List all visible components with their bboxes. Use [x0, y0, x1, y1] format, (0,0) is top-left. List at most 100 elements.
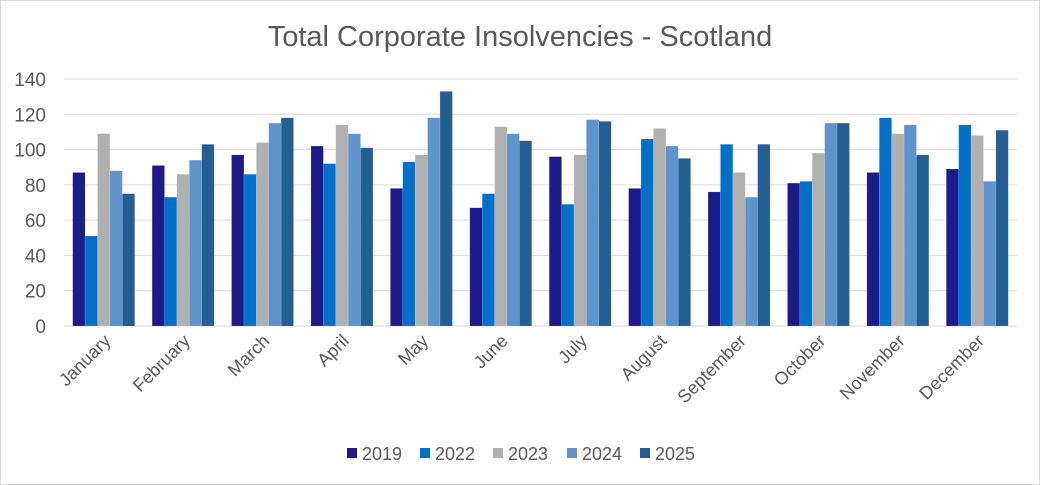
- bar-2025-september: [757, 144, 771, 327]
- bar-2022-september: [720, 144, 734, 327]
- bar-2025-october: [836, 122, 850, 327]
- bar-2022-january: [84, 235, 98, 327]
- y-tick-label: 80: [25, 176, 46, 197]
- x-tick-label: April: [313, 331, 353, 371]
- bar-2023-september: [732, 172, 746, 327]
- y-tick-label: 0: [35, 317, 46, 338]
- y-tick-label: 20: [25, 282, 46, 303]
- bar-2023-january: [97, 133, 111, 327]
- bar-2023-july: [573, 154, 587, 327]
- legend-swatch: [420, 448, 430, 458]
- x-tick-label: July: [554, 331, 591, 368]
- bar-2025-june: [519, 140, 533, 327]
- bar-2023-october: [812, 152, 825, 327]
- bar-2023-november: [891, 133, 905, 327]
- bar-2025-november: [916, 154, 930, 327]
- bar-2022-october: [799, 181, 813, 327]
- x-tick-label: August: [617, 331, 671, 385]
- bar-2019-january: [72, 172, 86, 327]
- bar-2025-april: [360, 147, 374, 327]
- bar-2022-august: [640, 138, 654, 327]
- bar-2024-august: [665, 145, 679, 327]
- bar-2019-may: [390, 188, 404, 327]
- y-axis-ticks: 0 20 40 60 80 100 120 140: [14, 70, 46, 338]
- legend-swatch: [640, 448, 650, 458]
- bar-2019-february: [151, 165, 165, 327]
- y-tick-label: 100: [14, 141, 46, 162]
- x-tick-label: December: [915, 331, 988, 404]
- bar-2019-july: [548, 156, 562, 327]
- bar-2019-june: [469, 207, 483, 327]
- legend-label: 2023: [508, 444, 548, 464]
- x-tick-label: February: [129, 331, 194, 396]
- legend: 2019 2022 2023 2024 2025: [347, 444, 695, 464]
- gridlines: [64, 78, 1017, 327]
- bar-2022-july: [561, 204, 575, 327]
- legend-label: 2022: [435, 444, 475, 464]
- x-tick-label: June: [470, 331, 512, 373]
- bar-2023-august: [653, 128, 667, 327]
- bar-2024-february: [189, 159, 202, 327]
- bar-2019-march: [231, 154, 245, 327]
- bar-2024-october: [824, 122, 838, 327]
- bar-2022-december: [958, 124, 972, 327]
- legend-item-2019: 2019: [347, 444, 402, 464]
- bar-2024-june: [506, 133, 520, 327]
- x-tick-label: March: [224, 331, 274, 381]
- legend-label: 2025: [655, 444, 695, 464]
- bar-2019-september: [707, 191, 721, 327]
- bar-2024-november: [903, 124, 917, 327]
- legend-label: 2019: [362, 444, 402, 464]
- y-tick-label: 60: [25, 211, 46, 232]
- bar-2019-april: [310, 145, 324, 327]
- bar-2023-february: [176, 174, 190, 327]
- bar-2024-april: [347, 133, 361, 327]
- y-tick-label: 140: [14, 70, 46, 91]
- bar-2022-march: [243, 174, 257, 327]
- bar-2024-july: [586, 119, 600, 327]
- x-tick-label: November: [836, 331, 909, 404]
- bar-2019-december: [946, 168, 959, 327]
- x-tick-label: October: [770, 331, 829, 390]
- x-tick-label: January: [55, 331, 114, 390]
- bar-2023-june: [494, 126, 508, 327]
- legend-item-2022: 2022: [420, 444, 475, 464]
- bar-2022-november: [879, 117, 892, 327]
- bar-2025-december: [995, 129, 1009, 327]
- chart-title: Total Corporate Insolvencies - Scotland: [268, 21, 773, 53]
- bar-2023-december: [970, 135, 984, 327]
- x-tick-label: September: [673, 331, 749, 407]
- bar-2025-july: [598, 121, 612, 327]
- bar-2025-february: [201, 144, 215, 327]
- bar-2023-april: [335, 124, 349, 327]
- bar-2025-march: [280, 117, 294, 327]
- bar-2022-february: [164, 196, 178, 327]
- bar-2024-march: [268, 122, 282, 327]
- bar-2022-april: [323, 163, 337, 327]
- bar-2022-may: [402, 161, 416, 327]
- bars: [72, 91, 1009, 327]
- bar-2022-june: [481, 193, 495, 327]
- bar-2025-august: [677, 158, 691, 327]
- x-tick-label: May: [394, 331, 432, 369]
- bar-2025-may: [439, 91, 453, 327]
- bar-2019-november: [866, 172, 880, 327]
- bar-2019-october: [787, 182, 801, 327]
- legend-swatch: [347, 448, 357, 458]
- bar-2024-december: [983, 181, 997, 327]
- x-axis-ticks: January February March April May June July Augu…: [55, 331, 988, 407]
- bar-2023-may: [414, 154, 428, 327]
- y-tick-label: 40: [25, 246, 46, 267]
- bar-2024-january: [109, 170, 123, 327]
- bar-2023-march: [256, 142, 269, 327]
- legend-item-2024: 2024: [567, 444, 622, 464]
- legend-item-2025: 2025: [640, 444, 695, 464]
- bar-2024-may: [427, 117, 441, 327]
- bar-2025-january: [122, 193, 135, 327]
- legend-swatch: [493, 448, 503, 458]
- y-tick-label: 120: [14, 105, 46, 126]
- bar-2019-august: [628, 188, 642, 327]
- bar-2024-september: [744, 196, 758, 327]
- legend-swatch: [567, 448, 577, 458]
